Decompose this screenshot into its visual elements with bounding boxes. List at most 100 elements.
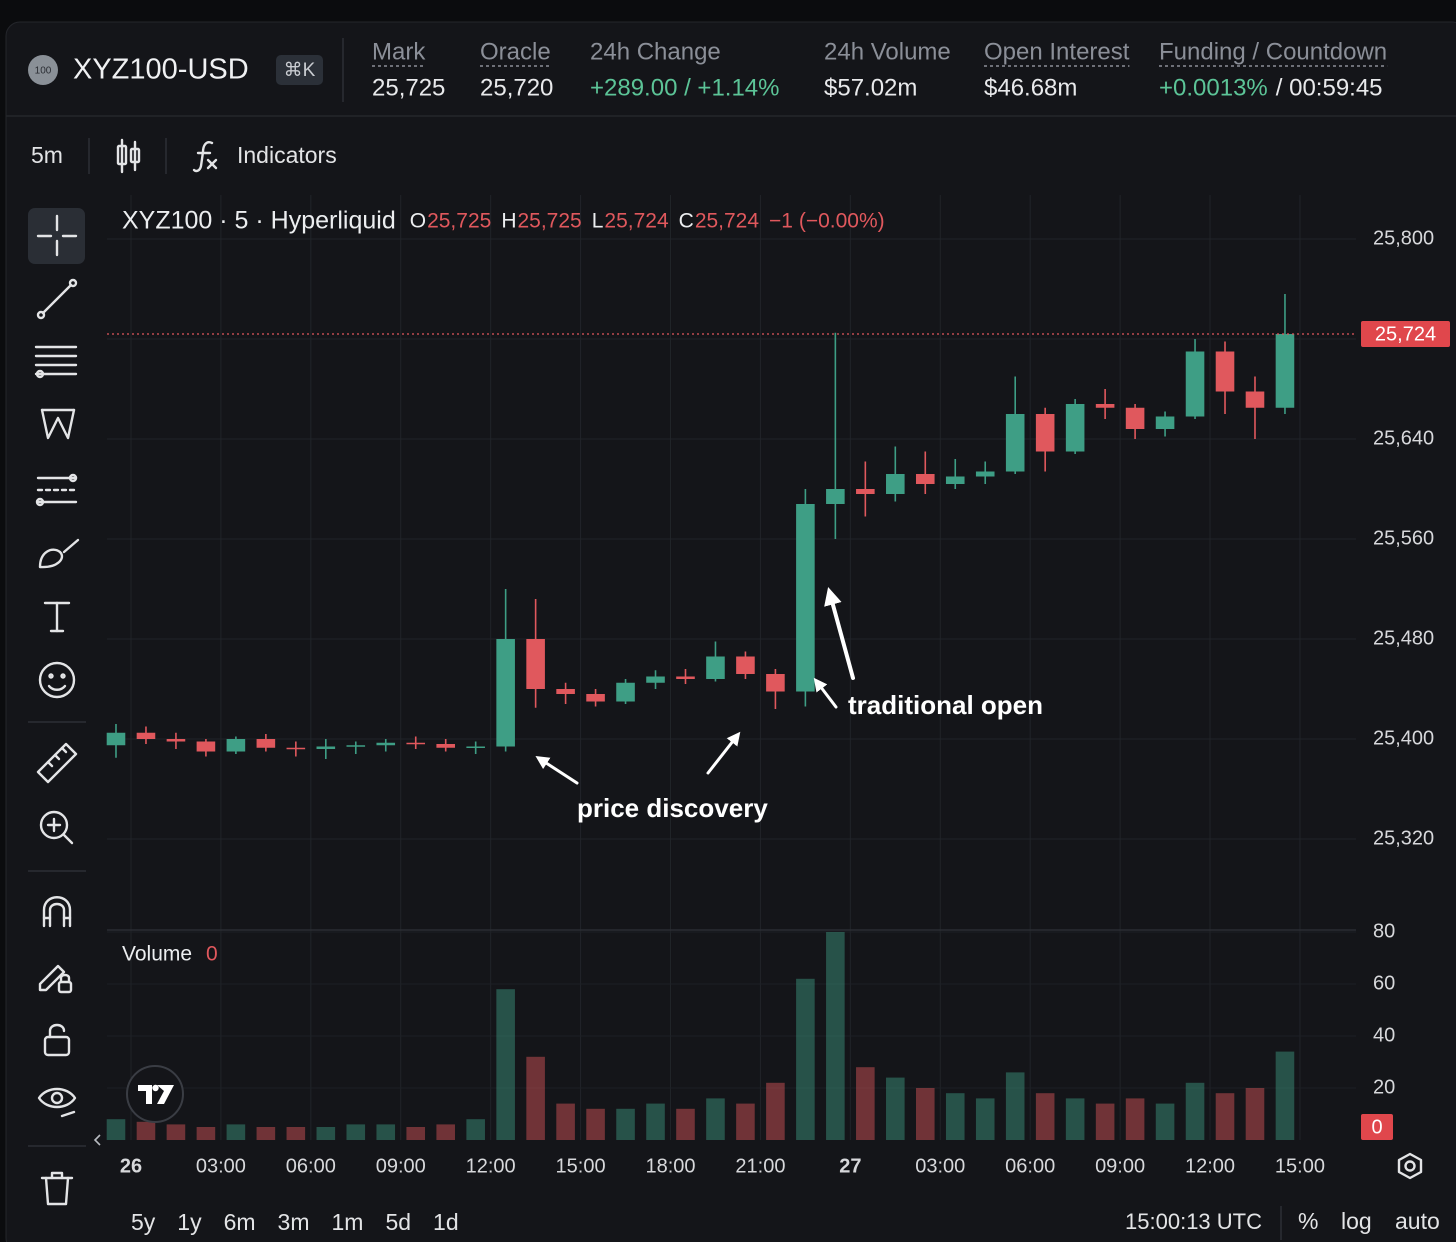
candle-body xyxy=(1095,404,1115,408)
volume-bar xyxy=(436,1124,455,1140)
candle-body xyxy=(406,742,426,745)
range-button[interactable]: 5d xyxy=(385,1209,411,1235)
visibility-tool[interactable] xyxy=(37,1087,77,1118)
settings-icon[interactable] xyxy=(1397,1152,1423,1180)
volume-bar xyxy=(736,1103,755,1140)
trend-line-tool[interactable] xyxy=(36,278,78,320)
active-tool-bg xyxy=(28,208,85,264)
annotation-arrows xyxy=(535,587,855,785)
candle-body xyxy=(676,676,695,679)
volume-bar xyxy=(1125,1098,1145,1140)
volume-bar xyxy=(166,1124,186,1140)
lock-drawing-tool[interactable] xyxy=(38,964,73,994)
volume-bar xyxy=(826,932,845,1140)
stat-label[interactable]: Mark xyxy=(372,38,426,65)
candle-body xyxy=(1185,351,1205,417)
volume-bar xyxy=(496,989,515,1140)
legend-change: −1 (−0.00%) xyxy=(769,210,885,233)
ruler-tool[interactable] xyxy=(36,742,78,784)
axes: 26 03:00 06:00 09:00 12:00 15:00 18:00 21:00 27 0… xyxy=(107,227,1450,1177)
stat-value: $46.68m xyxy=(984,74,1077,101)
stat-value: $57.02m xyxy=(824,74,917,101)
volume-bar xyxy=(886,1077,905,1140)
crosshair-tool[interactable] xyxy=(36,214,78,257)
emoji-tool[interactable] xyxy=(38,661,76,699)
stat-label[interactable]: Oracle xyxy=(480,38,551,65)
candle-body xyxy=(436,744,455,748)
legend-h-label: H xyxy=(501,210,516,233)
candle-body xyxy=(196,741,216,752)
legend-h: 25,725 xyxy=(517,210,581,233)
shortcut-text: ⌘K xyxy=(284,60,316,81)
legend-o-label: O xyxy=(410,210,426,233)
logo-dot xyxy=(152,1084,159,1092)
candle-body xyxy=(1005,414,1025,472)
x-tick-label: 27 xyxy=(839,1155,861,1177)
candle-body xyxy=(226,739,246,752)
x-tick-label: 12:00 xyxy=(466,1155,516,1177)
stat-value: 25,725 xyxy=(372,74,445,101)
lock-tool[interactable] xyxy=(43,1023,71,1057)
shortcut-badge[interactable] xyxy=(276,55,323,85)
stat-label[interactable]: Open Interest xyxy=(984,38,1130,65)
volume-tick-label: 40 xyxy=(1373,1024,1395,1046)
chart-type-icon[interactable] xyxy=(116,138,141,174)
stat-value: +289.00 / +1.14% xyxy=(590,74,780,101)
candle-body xyxy=(466,746,485,748)
candle-body xyxy=(796,504,815,692)
volume-bar xyxy=(256,1127,276,1140)
volume-bar xyxy=(226,1124,246,1140)
zoom-tool[interactable] xyxy=(39,810,74,845)
range-button[interactable]: 1y xyxy=(177,1209,202,1235)
volume-legend: Volume xyxy=(122,943,192,966)
candle-body xyxy=(496,639,515,747)
volume-bar xyxy=(1275,1051,1295,1140)
volume-label: 0 xyxy=(1371,1116,1382,1138)
delete-tool[interactable] xyxy=(40,1171,74,1206)
projection-tool[interactable] xyxy=(35,473,78,507)
range-button[interactable]: 3m xyxy=(278,1209,310,1235)
volume-legend-value: 0 xyxy=(206,943,218,966)
volume-bar xyxy=(945,1093,965,1140)
x-tick-label: 18:00 xyxy=(645,1155,695,1177)
percent-toggle[interactable]: % xyxy=(1298,1208,1318,1234)
x-tick-label: 12:00 xyxy=(1185,1155,1235,1177)
indicators-icon[interactable] xyxy=(192,141,218,173)
volume-bar xyxy=(856,1067,875,1140)
range-button[interactable]: 5y xyxy=(131,1209,156,1235)
volume-bar xyxy=(556,1103,575,1140)
market-symbol[interactable]: XYZ100-USD xyxy=(73,54,249,86)
stat-label[interactable]: Funding / Countdown xyxy=(1159,38,1387,65)
logo-mark xyxy=(138,1085,174,1104)
indicators-button[interactable]: Indicators xyxy=(237,142,337,168)
magnet-tool[interactable] xyxy=(42,896,72,928)
volume-bar xyxy=(1215,1093,1235,1140)
pattern-tool[interactable] xyxy=(40,408,76,440)
range-button[interactable]: 1m xyxy=(332,1209,364,1235)
collapse-icon[interactable] xyxy=(93,1134,101,1146)
interval-button[interactable]: 5m xyxy=(31,142,63,168)
range-button[interactable]: 1d xyxy=(433,1209,459,1235)
fib-tool[interactable] xyxy=(34,345,78,379)
x-tick-label: 15:00 xyxy=(1275,1155,1325,1177)
volume-bar xyxy=(316,1127,336,1140)
auto-toggle[interactable]: auto xyxy=(1395,1208,1440,1234)
y-tick-label: 25,480 xyxy=(1373,627,1434,649)
tradingview-logo[interactable] xyxy=(126,1065,184,1123)
brush-tool[interactable] xyxy=(38,538,80,569)
range-button[interactable]: 6m xyxy=(224,1209,256,1235)
annotation: traditional open xyxy=(848,690,1043,720)
text-tool[interactable] xyxy=(43,601,71,633)
x-tick-label: 06:00 xyxy=(286,1155,336,1177)
candle-body xyxy=(556,689,575,694)
y-tick-label: 25,640 xyxy=(1373,427,1434,449)
range-buttons: 5y 1y 6m 3m 1m 5d 1d xyxy=(131,1209,459,1235)
candle-body xyxy=(286,747,306,750)
volume-bar xyxy=(1155,1103,1175,1140)
volume-tick-label: 20 xyxy=(1373,1076,1395,1098)
volume-tick-label: 60 xyxy=(1373,972,1395,994)
volume-bar xyxy=(1065,1098,1085,1140)
candle-body xyxy=(166,739,186,742)
log-toggle[interactable]: log xyxy=(1341,1208,1372,1234)
volume-bar xyxy=(915,1088,935,1140)
